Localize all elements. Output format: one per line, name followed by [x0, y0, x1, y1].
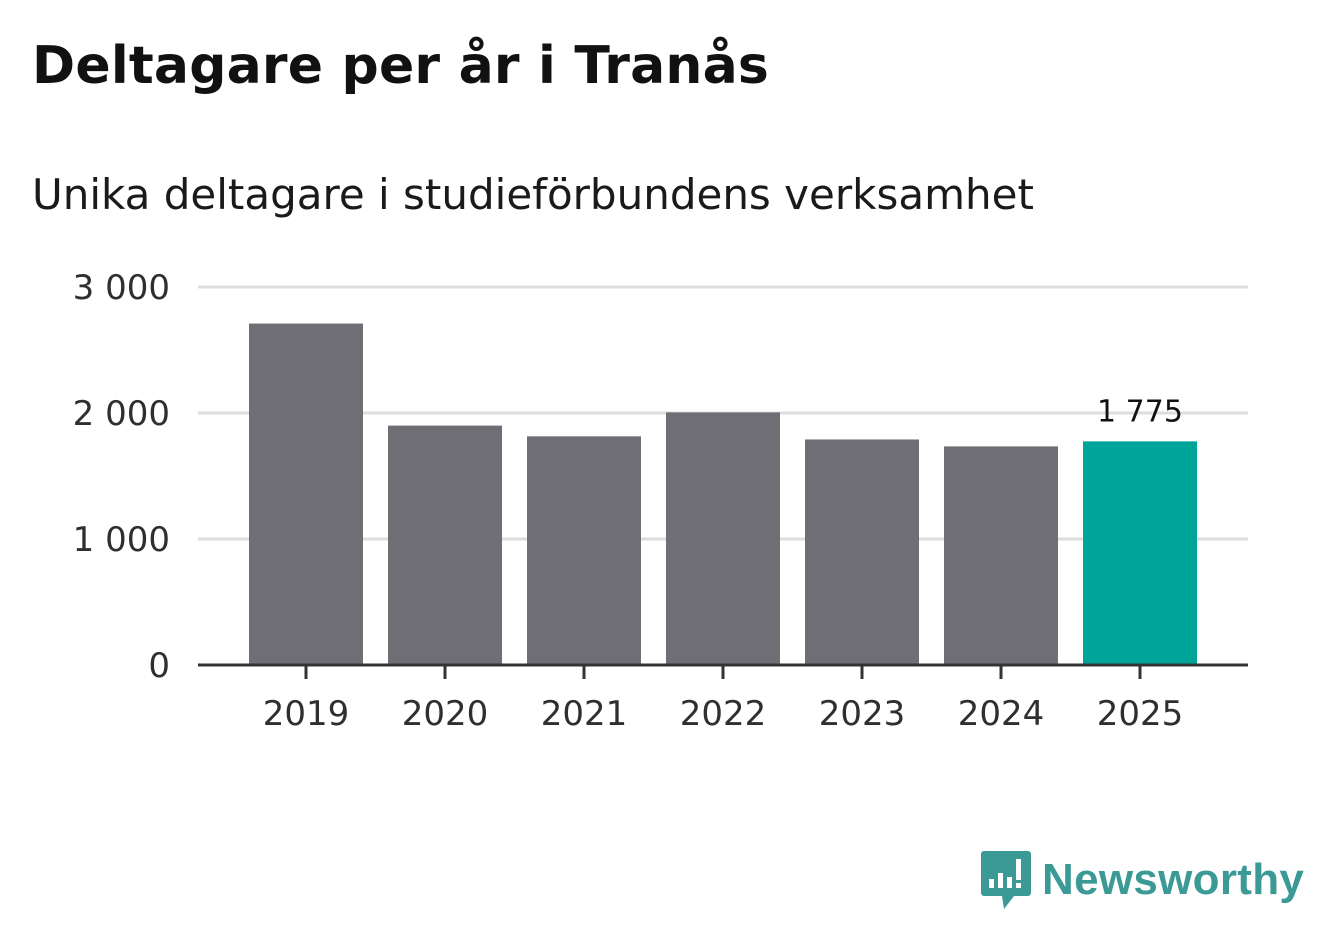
- y-tick-label: 3 000: [73, 268, 170, 308]
- bars: [249, 323, 1197, 665]
- y-tick-label: 1 000: [73, 520, 170, 560]
- bar-2024: [944, 446, 1058, 665]
- chart-title: Deltagare per år i Tranås: [32, 36, 770, 96]
- x-axis-ticks: 2019 2020 2021 2022 2023 2024 2025: [263, 694, 1184, 734]
- x-tick-label: 2024: [958, 694, 1045, 734]
- x-tick-label: 2020: [402, 694, 489, 734]
- y-axis-ticks: 0 1 000 2 000 3 000: [73, 268, 170, 686]
- bar-2019: [249, 323, 363, 665]
- x-axis: [198, 663, 1248, 679]
- brand-logo: Newsworthy: [980, 848, 1304, 912]
- chart-subtitle: Unika deltagare i studieförbundens verks…: [32, 170, 1034, 219]
- x-tick-label: 2025: [1097, 694, 1184, 734]
- data-label: 1 775: [1097, 394, 1183, 429]
- newsworthy-logo-icon: [981, 851, 1031, 909]
- x-tick-label: 2023: [819, 694, 906, 734]
- brand-name: Newsworthy: [1042, 855, 1305, 904]
- bar-2021: [527, 436, 641, 665]
- bar-2025: [1083, 441, 1197, 665]
- x-tick-label: 2019: [263, 694, 350, 734]
- y-tick-label: 2 000: [73, 394, 170, 434]
- bar-2020: [388, 425, 502, 665]
- data-labels: 1 775: [1097, 394, 1183, 429]
- y-tick-label: 0: [148, 646, 170, 686]
- x-tick-label: 2022: [680, 694, 767, 734]
- bar-2023: [805, 439, 919, 665]
- x-tick-label: 2021: [541, 694, 628, 734]
- bar-2022: [666, 412, 780, 665]
